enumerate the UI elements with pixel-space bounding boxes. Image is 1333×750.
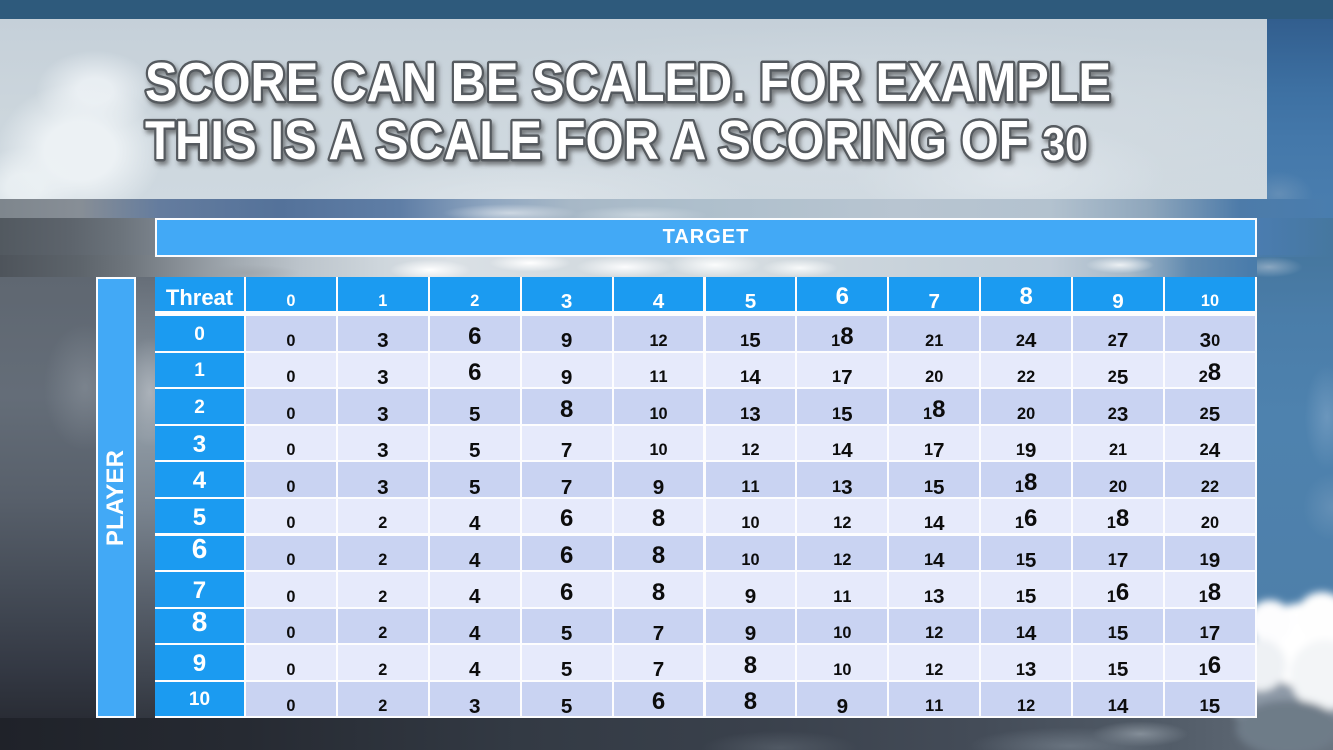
svg-text:SCORE CAN BE SCALED. FOR EXAMP: SCORE CAN BE SCALED. FOR EXAMPLE xyxy=(145,51,1111,113)
svg-text:THIS IS A SCALE FOR A SCORING: THIS IS A SCALE FOR A SCORING OF 30 xyxy=(145,109,1088,171)
svg-text:THIS IS A SCALE FOR A SCORING: THIS IS A SCALE FOR A SCORING OF 30 xyxy=(145,109,1088,171)
svg-text:SCORE CAN BE SCALED. FOR EXAMP: SCORE CAN BE SCALED. FOR EXAMPLE xyxy=(145,51,1111,113)
